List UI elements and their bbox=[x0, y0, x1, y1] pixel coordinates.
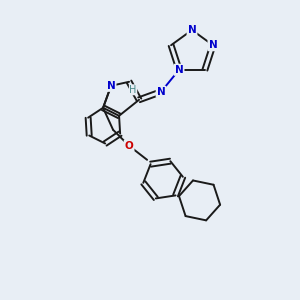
Text: O: O bbox=[125, 141, 134, 151]
Text: N: N bbox=[157, 87, 165, 97]
Text: N: N bbox=[107, 81, 116, 91]
Text: H: H bbox=[129, 85, 137, 95]
Text: N: N bbox=[188, 25, 196, 35]
Text: N: N bbox=[175, 65, 183, 75]
Text: N: N bbox=[208, 40, 217, 50]
